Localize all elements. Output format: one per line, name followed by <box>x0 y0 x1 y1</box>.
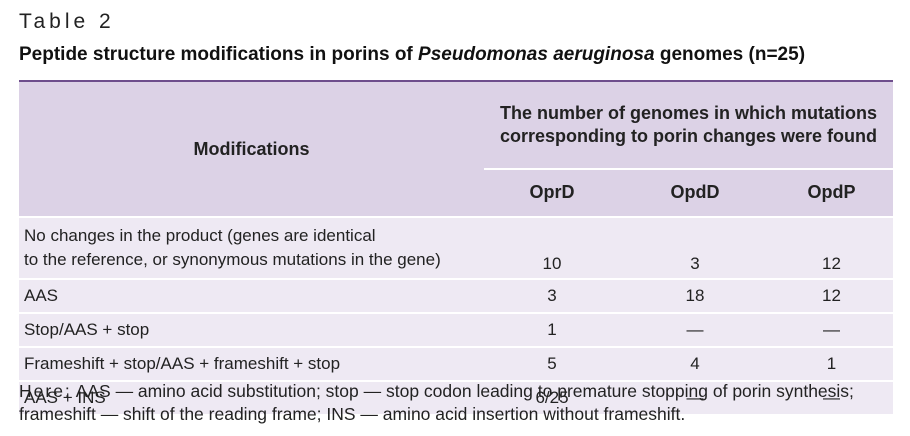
row-label: Frameshift + stop/AAS + frameshift + sto… <box>19 346 484 381</box>
cell-oprd: 1 <box>484 312 620 347</box>
cell-opdd: — <box>620 380 770 414</box>
table-row: No changes in the product (genes are ide… <box>19 216 894 279</box>
row-label-line2: to the reference, or synonymous mutation… <box>24 250 441 269</box>
cell-opdp: 12 <box>770 278 894 313</box>
header-modifications: Modifications <box>19 80 484 217</box>
title-species: Pseudomonas aeruginosa <box>418 44 655 65</box>
column-header-opdd: OpdD <box>620 167 770 217</box>
cell-opdd: 3 <box>620 216 770 279</box>
porin-modifications-table: Modifications The number of genomes in w… <box>19 80 894 414</box>
cell-opdp: — <box>770 380 894 414</box>
title-prefix: Peptide structure modifications in porin… <box>19 44 419 65</box>
cell-opdp: — <box>770 312 894 347</box>
cell-opdd: 18 <box>620 278 770 313</box>
table-row: AAS 3 18 12 <box>19 278 894 313</box>
column-header-oprd: OprD <box>484 167 620 217</box>
column-header-opdp: OpdP <box>770 167 894 217</box>
cell-oprd: 3 <box>484 278 620 313</box>
table-row: Stop/AAS + stop 1 — — <box>19 312 894 347</box>
cell-opdd: 4 <box>620 346 770 381</box>
header-genome-count-line2: corresponding to porin changes were foun… <box>499 125 878 146</box>
cell-opdd: — <box>620 312 770 347</box>
table-row: AAS + INS 6/25 — — <box>19 380 894 414</box>
footnote-lead: Here: <box>19 381 72 401</box>
table-label: Table 2 <box>19 10 115 33</box>
header-genome-count-line1: The number of genomes in which mutations <box>499 102 878 123</box>
cell-oprd: 5 <box>484 346 620 381</box>
cell-opdp: 1 <box>770 346 894 381</box>
row-label: AAS <box>19 278 484 313</box>
header-genome-count: The number of genomes in which mutations… <box>484 80 894 169</box>
row-label: Stop/AAS + stop <box>19 312 484 347</box>
cell-opdp: 12 <box>770 216 894 279</box>
cell-oprd: 6/25 <box>484 380 620 414</box>
cell-oprd: 10 <box>484 216 620 279</box>
table-row: Frameshift + stop/AAS + frameshift + sto… <box>19 346 894 381</box>
table-title: Peptide structure modifications in porin… <box>19 44 805 66</box>
title-suffix: genomes (n=25) <box>654 44 806 65</box>
row-label: No changes in the product (genes are ide… <box>19 216 484 279</box>
row-label: AAS + INS <box>19 380 484 414</box>
footnote-text: AAS — amino acid substitution; stop — st… <box>19 381 854 424</box>
table-footnote: Here: AAS — amino acid substitution; sto… <box>19 380 899 426</box>
row-label-line1: No changes in the product (genes are ide… <box>24 226 376 245</box>
